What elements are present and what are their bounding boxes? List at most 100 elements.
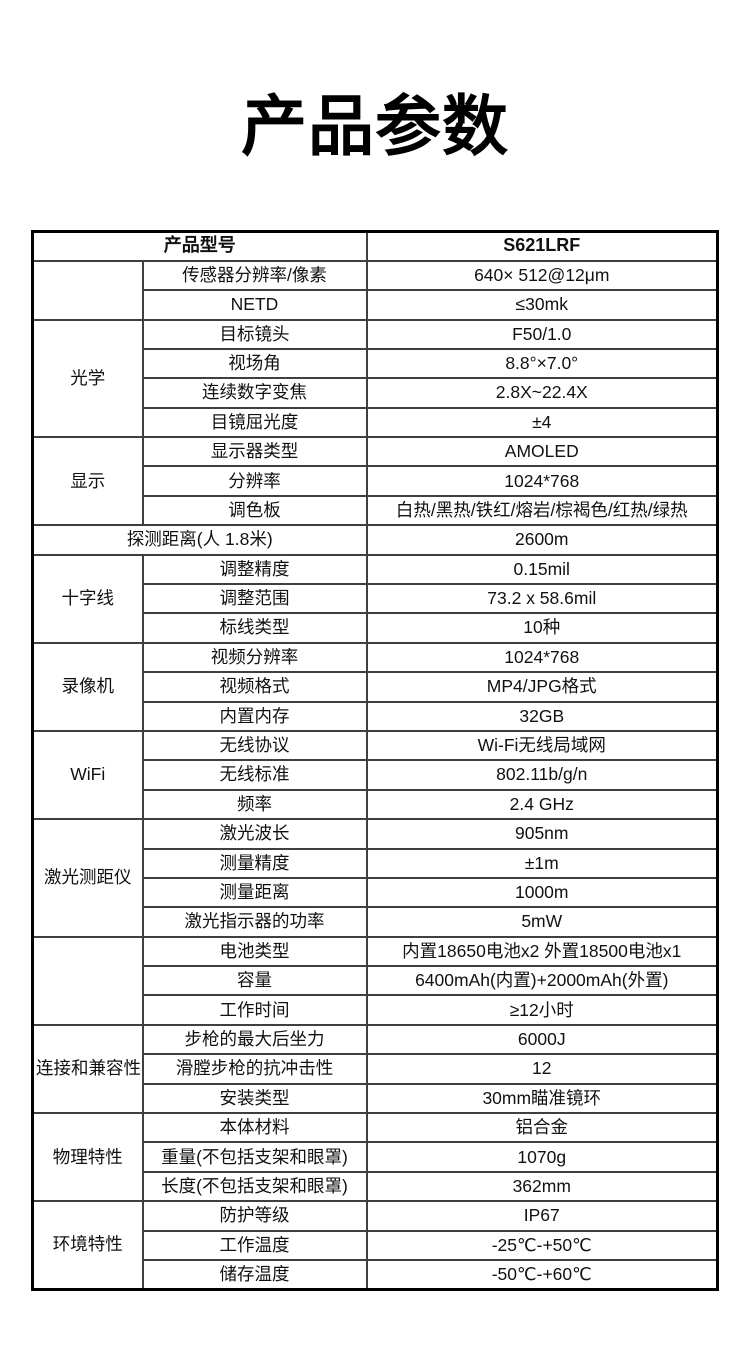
page-title: 产品参数	[241, 89, 509, 163]
param-cell: 无线协议	[141, 729, 368, 762]
value-cell: ≥12小时	[365, 994, 719, 1026]
table-row: 安装类型 30mm瞄准镜环	[33, 1082, 719, 1115]
param-cell: 视频格式	[141, 671, 368, 703]
value-cell: 1070g	[365, 1141, 719, 1173]
param-cell: 激光指示器的功率	[141, 906, 368, 938]
value-cell: 2.4 GHz	[365, 788, 719, 821]
table-header-row: 产品型号 S621LRF	[31, 230, 719, 262]
table-row: 显示 显示器类型 AMOLED	[31, 436, 719, 527]
value-cell: 5mW	[365, 906, 719, 938]
group-cell: 激光测距仪	[31, 818, 144, 938]
param-cell: 测量距离	[141, 876, 368, 909]
value-cell: -25℃-+50℃	[365, 1229, 719, 1262]
value-cell: 12	[365, 1053, 719, 1085]
table-row: 连接和兼容性 步枪的最大后坐力 6000J	[31, 1023, 719, 1115]
param-cell: 连续数字变焦	[141, 377, 368, 409]
table-row: 工作温度 -25℃-+50℃	[33, 1229, 719, 1262]
table-row: 分辨率 1024*768	[33, 465, 719, 497]
param-cell: 激光波长	[141, 818, 368, 850]
table-row: 传感器分辨率/像素 640× 512@12μm	[31, 259, 719, 321]
table-row: 环境特性 防护等级 IP67	[31, 1200, 719, 1291]
value-cell: 内置18650电池x2 外置18500电池x1	[365, 935, 719, 968]
param-cell: 本体材料	[141, 1112, 368, 1144]
table-row: 无线标准 802.11b/g/n	[33, 759, 719, 791]
table-row: 内置内存 32GB	[33, 700, 719, 732]
value-cell: 8.8°×7.0°	[365, 347, 719, 380]
value-cell: Wi-Fi无线局域网	[365, 729, 719, 762]
value-cell: 2600m	[365, 524, 719, 556]
table-row: 电池类型 内置18650电池x2 外置18500电池x1	[31, 935, 719, 1026]
group-cell: 光学	[31, 318, 144, 439]
param-cell: 调色板	[141, 494, 368, 527]
value-cell: 1024*768	[365, 465, 719, 497]
param-cell: 电池类型	[141, 935, 368, 968]
model-value-cell: S621LRF	[365, 230, 719, 262]
table-row: 标线类型 10种	[33, 612, 719, 644]
param-cell: 目镜屈光度	[141, 406, 368, 439]
param-cell: 滑膛步枪的抗冲击性	[141, 1053, 368, 1085]
value-cell: 362mm	[365, 1170, 719, 1203]
table-row: 容量 6400mAh(内置)+2000mAh(外置)	[33, 965, 719, 997]
value-cell: 30mm瞄准镜环	[365, 1082, 719, 1115]
table-row: 滑膛步枪的抗冲击性 12	[33, 1053, 719, 1085]
param-cell: 分辨率	[141, 465, 368, 497]
value-cell: 32GB	[365, 700, 719, 732]
table-row: 频率 2.4 GHz	[33, 788, 719, 821]
table-row: 物理特性 本体材料 铝合金	[31, 1112, 719, 1203]
param-cell: 储存温度	[141, 1258, 368, 1291]
table-row: 探测距离(人 1.8米) 2600m	[31, 524, 719, 556]
value-cell: 铝合金	[365, 1112, 719, 1144]
value-cell: 1024*768	[365, 641, 719, 674]
param-cell: 步枪的最大后坐力	[141, 1023, 368, 1056]
table-row: 光学 目标镜头 F50/1.0	[31, 318, 719, 439]
param-cell: 长度(不包括支架和眼罩)	[141, 1170, 368, 1203]
value-cell: 905nm	[365, 818, 719, 850]
group-cell: WiFi	[31, 729, 144, 821]
group-cell: 环境特性	[31, 1200, 144, 1291]
spec-table: 产品型号 S621LRF 传感器分辨率/像素 640× 512@12μm NETD ≤…	[31, 229, 719, 1291]
param-cell: 传感器分辨率/像素	[141, 259, 368, 292]
param-cell: 标线类型	[141, 612, 368, 644]
value-cell: -50℃-+60℃	[365, 1258, 719, 1291]
value-cell: ±1m	[365, 847, 719, 879]
table-row: 视场角 8.8°×7.0°	[33, 347, 719, 380]
value-cell: AMOLED	[365, 436, 719, 468]
group-cell: 显示	[31, 436, 144, 527]
value-cell: F50/1.0	[365, 318, 719, 350]
value-cell: 10种	[365, 612, 719, 644]
table-row: NETD ≤30mk	[33, 289, 719, 321]
value-cell: 73.2 x 58.6mil	[365, 583, 719, 615]
param-cell: 探测距离(人 1.8米)	[31, 524, 368, 556]
table-row: 激光指示器的功率 5mW	[33, 906, 719, 938]
value-cell: ±4	[365, 406, 719, 439]
group-cell	[31, 259, 144, 321]
table-row: 工作时间 ≥12小时	[33, 994, 719, 1026]
table-row: 十字线 调整精度 0.15mil	[31, 553, 719, 644]
table-row: 长度(不包括支架和眼罩) 362mm	[33, 1170, 719, 1203]
param-cell: 测量精度	[141, 847, 368, 879]
param-cell: 安装类型	[141, 1082, 368, 1115]
value-cell: 1000m	[365, 876, 719, 909]
group-cell: 连接和兼容性	[31, 1023, 144, 1115]
group-cell	[31, 935, 144, 1026]
table-row: 目镜屈光度 ±4	[33, 406, 719, 439]
value-cell: IP67	[365, 1200, 719, 1232]
group-cell: 录像机	[31, 641, 144, 732]
param-cell: 工作温度	[141, 1229, 368, 1262]
table-row: 激光测距仪 激光波长 905nm	[31, 818, 719, 938]
value-cell: 0.15mil	[365, 553, 719, 586]
table-row: 重量(不包括支架和眼罩) 1070g	[33, 1141, 719, 1173]
value-cell: 802.11b/g/n	[365, 759, 719, 791]
table-row: 测量距离 1000m	[33, 876, 719, 909]
group-cell: 物理特性	[31, 1112, 144, 1203]
value-cell: ≤30mk	[365, 289, 719, 321]
model-label-cell: 产品型号	[31, 230, 368, 262]
table-row: WiFi 无线协议 Wi-Fi无线局域网	[31, 729, 719, 821]
param-cell: 显示器类型	[141, 436, 368, 468]
group-cell: 十字线	[31, 553, 144, 644]
param-cell: NETD	[141, 289, 368, 321]
table-row: 调整范围 73.2 x 58.6mil	[33, 583, 719, 615]
table-row: 调色板 白热/黑热/铁红/熔岩/棕褐色/红热/绿热	[33, 494, 719, 527]
param-cell: 视频分辨率	[141, 641, 368, 674]
table-row: 储存温度 -50℃-+60℃	[33, 1258, 719, 1291]
